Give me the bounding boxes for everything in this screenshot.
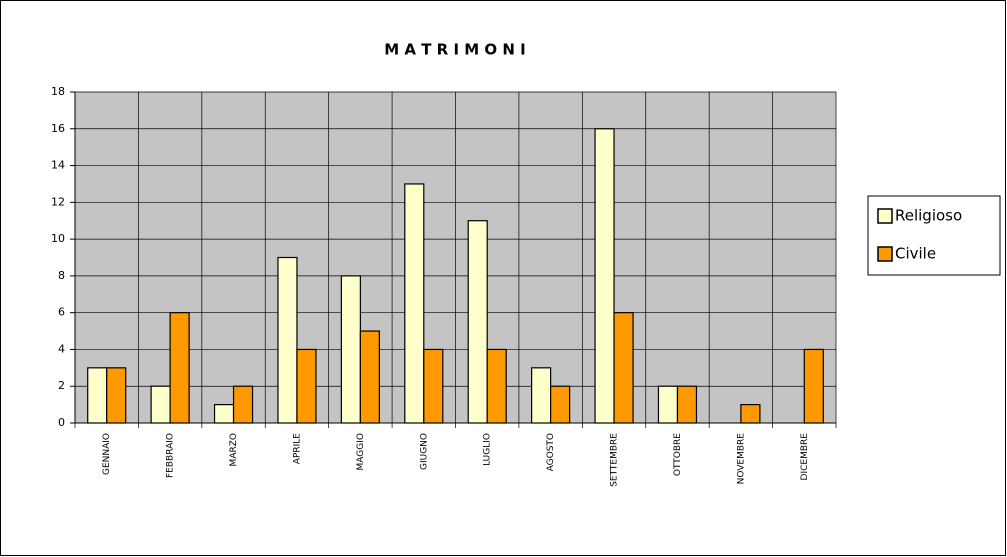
bar: [296, 348, 317, 424]
y-tick-label: 6: [58, 306, 65, 319]
y-tick-label: 0: [58, 416, 65, 429]
x-tick-label: FEBBRAIO: [166, 433, 176, 478]
legend: [867, 195, 1001, 276]
bar: [550, 385, 571, 424]
chart-title: M A T R I M O N I: [384, 41, 526, 59]
legend-swatch: [877, 208, 893, 224]
bar: [150, 385, 171, 424]
bar: [232, 385, 254, 424]
bar: [676, 385, 698, 424]
bar: [531, 367, 552, 424]
x-tick-label: NOVEMBRE: [736, 433, 746, 485]
bar: [359, 330, 380, 424]
bar: [340, 275, 361, 424]
y-tick-label: 14: [51, 159, 65, 172]
legend-label: Civile: [895, 245, 936, 263]
x-tick-label: MARZO: [229, 433, 239, 466]
legend-swatch: [877, 246, 893, 262]
y-tick-label: 2: [58, 379, 65, 392]
bar: [740, 404, 761, 424]
x-tick-label: APRILE: [292, 433, 302, 465]
x-tick-label: SETTEMBRE: [610, 433, 620, 487]
legend-label: Religioso: [895, 207, 962, 225]
y-tick-label: 16: [51, 122, 65, 135]
x-tick-label: GIUGNO: [419, 433, 429, 470]
bar: [657, 385, 679, 424]
bar: [486, 348, 507, 424]
bar: [594, 128, 615, 424]
bar: [613, 312, 634, 424]
x-tick-label: MAGGIO: [356, 433, 366, 470]
x-tick-label: OTTOBRE: [673, 433, 683, 476]
bar: [423, 348, 444, 424]
bar: [803, 348, 824, 424]
bar: [467, 220, 488, 424]
y-tick-label: 10: [51, 232, 65, 245]
y-tick-label: 8: [58, 269, 65, 282]
bar: [277, 256, 298, 424]
bar: [169, 312, 190, 424]
y-tick-label: 12: [51, 195, 65, 208]
bar: [87, 367, 108, 424]
y-tick-label: 4: [58, 342, 65, 355]
bar: [106, 367, 127, 424]
x-tick-label: DICEMBRE: [800, 433, 810, 481]
y-tick-label: 18: [51, 85, 65, 98]
bar: [213, 404, 235, 424]
x-tick-label: LUGLIO: [483, 433, 493, 466]
x-tick-label: AGOSTO: [546, 433, 556, 471]
x-tick-label: GENNAIO: [102, 433, 112, 475]
bar: [404, 183, 425, 424]
